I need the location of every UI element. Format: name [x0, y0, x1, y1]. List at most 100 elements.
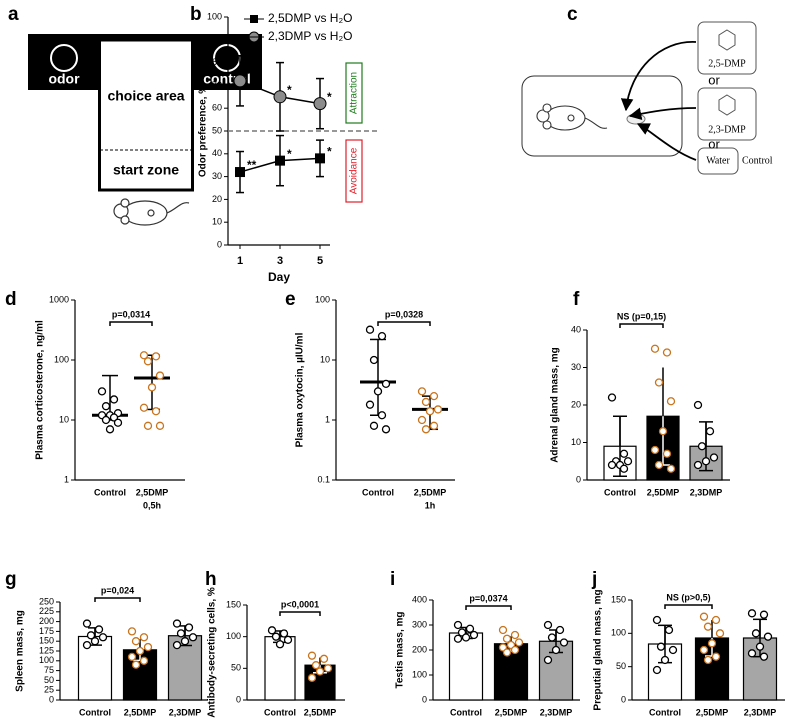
y-tick-label: 200	[39, 616, 54, 626]
panel-label: g	[5, 569, 17, 590]
y-tick-label: 10	[212, 217, 222, 227]
y-tick-label: 90	[212, 34, 222, 44]
y-tick-label: 225	[39, 606, 54, 616]
data-point	[105, 425, 115, 434]
odor-well	[50, 44, 78, 72]
x-tick-label: 1	[237, 255, 243, 267]
data-point	[711, 652, 721, 661]
y-tick-label: 100	[315, 294, 330, 304]
control-label: Control	[742, 155, 773, 166]
y-tick-label: 10	[320, 354, 330, 364]
data-point	[453, 620, 463, 630]
data-point	[715, 629, 725, 638]
data-point	[365, 325, 375, 334]
region-box	[345, 139, 363, 203]
x-tick-label: 3	[277, 255, 283, 267]
data-point	[425, 407, 435, 416]
data-point	[139, 633, 149, 642]
y-tick-label: 175	[39, 626, 54, 636]
y-tick-label: 100	[412, 669, 427, 679]
data-point	[433, 405, 443, 414]
y-axis-label: Testis mass, mg	[395, 611, 406, 688]
data-point	[510, 645, 520, 655]
data-point	[662, 449, 672, 458]
annotation: *	[287, 147, 292, 161]
data-point	[143, 642, 153, 652]
y-tick-label: 250	[39, 596, 54, 606]
comparison-label: p=0,024	[101, 585, 134, 595]
data-point	[510, 630, 520, 640]
data-point	[172, 619, 182, 628]
x-tick-label: 2,5DMP	[647, 487, 680, 497]
odorant-label: Water	[706, 155, 730, 166]
data-point	[381, 379, 391, 389]
data-point	[307, 673, 317, 682]
region-box	[345, 62, 363, 124]
x-tick-label: 2,5DMP	[304, 707, 337, 717]
data-point	[97, 387, 107, 396]
comparison-bracket	[109, 321, 153, 326]
y-tick-label: 60	[212, 103, 222, 113]
data-point	[369, 421, 379, 430]
y-tick-label: 80	[212, 57, 222, 67]
data-point	[654, 460, 664, 470]
data-point	[547, 633, 557, 642]
mouse	[536, 103, 608, 131]
data-point	[143, 421, 153, 430]
data-point	[151, 407, 161, 416]
diagram-c: c 2,5-DMP 2,3-DMP Water or or Control	[521, 4, 773, 175]
comparison-bracket	[465, 605, 512, 610]
y-tick-label: 1000	[49, 294, 69, 304]
data-point	[381, 425, 391, 434]
y-tick-label: 100	[207, 11, 222, 21]
data-point	[139, 351, 149, 360]
data-point	[652, 615, 662, 625]
data-point	[184, 623, 194, 632]
y-tick-label: 20	[571, 399, 581, 409]
odor-arm	[28, 34, 100, 90]
x-tick-label: Control	[362, 487, 394, 497]
data-point	[188, 633, 198, 642]
x-tick-label: 2,3DMP	[744, 707, 777, 717]
data-point	[307, 651, 317, 660]
data-point	[143, 357, 153, 366]
y-tick-label: 100	[39, 655, 54, 665]
data-point	[650, 445, 660, 455]
y-tick-label: 300	[412, 619, 427, 629]
data-point	[267, 626, 277, 635]
comparison-bracket	[94, 597, 141, 602]
panel-label: e	[285, 289, 296, 310]
control-arm	[192, 34, 262, 90]
data-point	[502, 634, 512, 643]
data-point	[86, 631, 96, 640]
x-tick-label: 5	[317, 255, 323, 267]
data-point	[707, 639, 717, 648]
x-tick-label: Control	[604, 487, 636, 497]
data-point	[660, 655, 670, 665]
data-point	[109, 395, 119, 404]
comparison-label: p=0,0314	[112, 309, 150, 319]
data-point	[623, 457, 633, 466]
data-point	[421, 397, 431, 407]
annotation: **	[247, 67, 257, 81]
comparison-bracket	[279, 611, 321, 616]
data-point	[514, 638, 524, 647]
data-point	[319, 654, 329, 663]
data-point	[101, 415, 111, 425]
data-point	[139, 403, 149, 412]
y-axis-label: Plasma oxytocin, µIU/ml	[295, 332, 306, 447]
data-point	[619, 464, 629, 473]
y-tick-label: 150	[611, 594, 626, 604]
y-tick-label: 50	[44, 675, 54, 685]
data-point	[498, 625, 508, 635]
data-point	[101, 402, 111, 411]
data-point	[711, 615, 721, 625]
data-point	[699, 645, 709, 655]
legend-label: 2,3DMP vs H₂O	[268, 29, 352, 43]
y-tick-label: 400	[412, 594, 427, 604]
molecule	[718, 94, 736, 116]
data-point	[662, 348, 672, 357]
data-point	[709, 453, 719, 462]
legend-label: 2,5DMP vs H₂O	[268, 11, 352, 25]
panel-label: c	[567, 4, 578, 25]
